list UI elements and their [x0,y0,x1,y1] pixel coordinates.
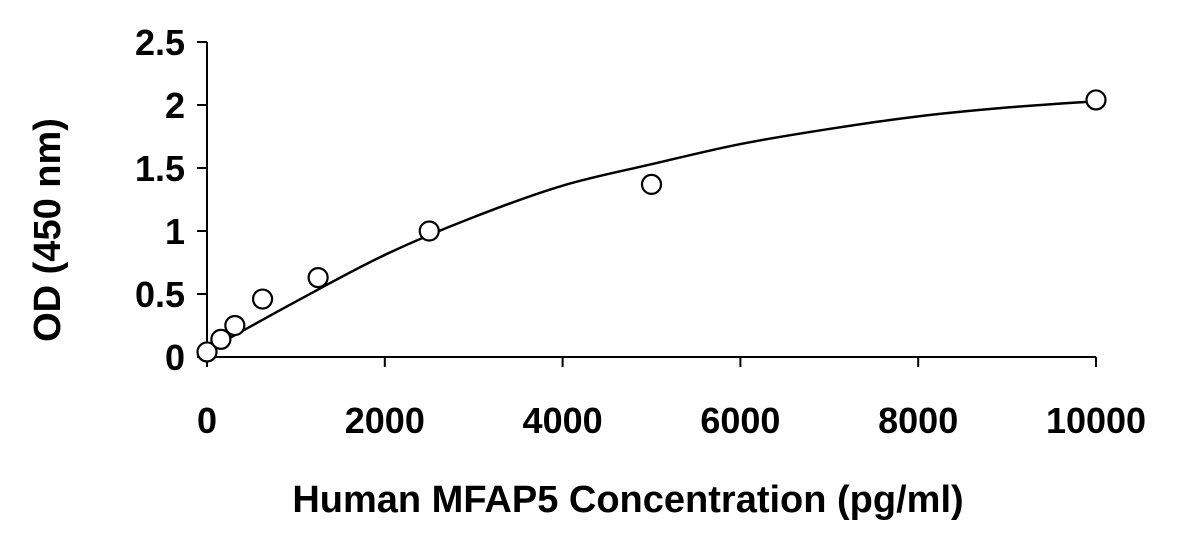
y-tick-label: 2 [165,85,185,126]
y-tick-label: 0.5 [135,274,185,315]
axes [197,41,1097,367]
data-point [224,314,246,337]
y-tick-label: 1.5 [135,148,185,189]
x-tick-label: 4000 [523,400,603,441]
y-axis-title: OD (450 nm) [27,118,69,342]
data-points [196,89,1107,363]
data-point [251,288,274,310]
x-tick-label: 6000 [700,400,780,441]
x-tick-label: 0 [197,400,217,441]
x-tick-label: 10000 [1046,400,1146,441]
y-tick-label: 2.5 [135,22,185,63]
fit-curve [206,99,1097,352]
data-point [210,328,232,350]
data-point [418,220,440,242]
data-point [1085,89,1107,111]
data-point [307,267,329,289]
y-tick-label: 0 [165,337,185,378]
x-axis-title: Human MFAP5 Concentration (pg/ml) [292,479,963,521]
x-tick-label: 8000 [878,400,958,441]
y-tick-label: 1 [165,211,185,252]
tick-labels: 0 0.5 1 1.5 2 2.5 0 2000 4000 6000 8000 10000 [135,22,1146,441]
data-point [640,173,663,195]
x-tick-label: 2000 [345,400,425,441]
data-point [196,341,218,363]
